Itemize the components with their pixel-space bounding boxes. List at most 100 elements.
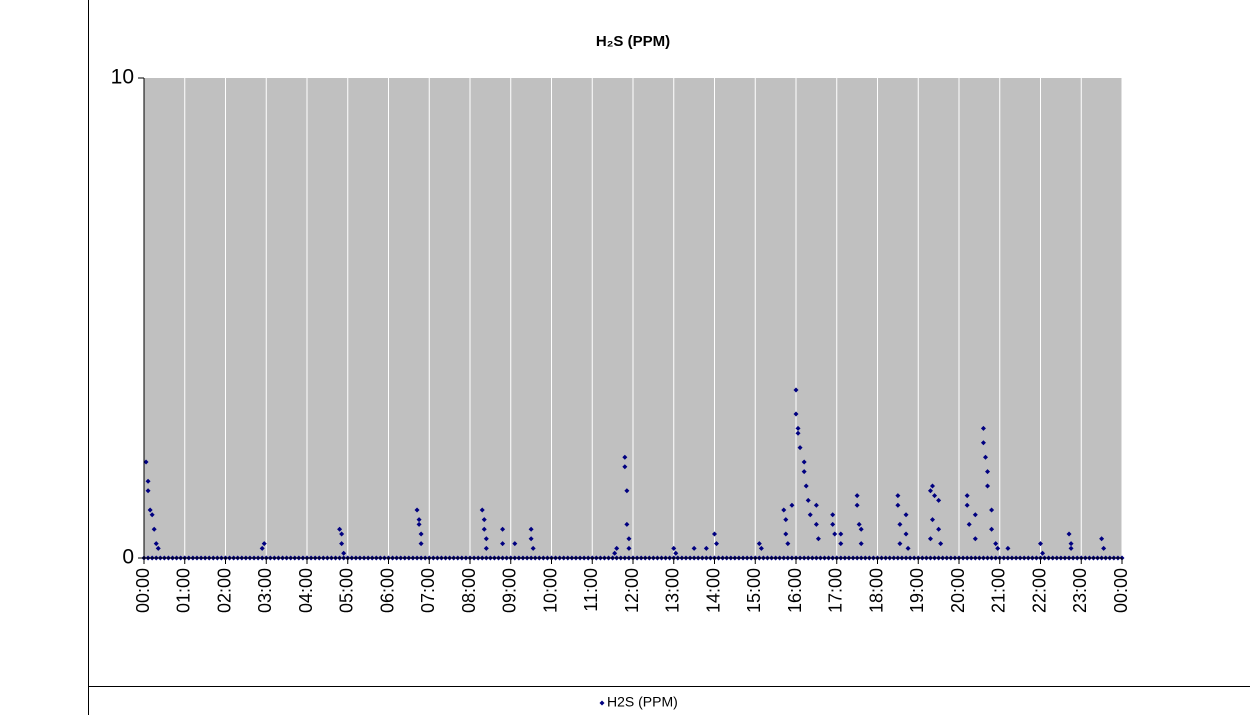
point bbox=[897, 541, 903, 547]
x-tick-label: 01:00 bbox=[174, 568, 194, 613]
point bbox=[626, 545, 632, 551]
point bbox=[858, 526, 864, 532]
point bbox=[626, 536, 632, 542]
point bbox=[1099, 536, 1105, 542]
x-tick-label: 10:00 bbox=[540, 568, 560, 613]
point bbox=[903, 512, 909, 518]
x-tick-label: 16:00 bbox=[785, 568, 805, 613]
point bbox=[622, 464, 628, 470]
point bbox=[785, 541, 791, 547]
point bbox=[985, 469, 991, 475]
point bbox=[1068, 545, 1074, 551]
point bbox=[985, 483, 991, 489]
y-tick-label: 10 bbox=[111, 66, 134, 89]
point bbox=[966, 521, 972, 527]
point bbox=[783, 517, 789, 523]
point bbox=[789, 502, 795, 508]
x-tick-label: 00:00 bbox=[133, 568, 153, 613]
point bbox=[714, 541, 720, 547]
point bbox=[614, 545, 620, 551]
grid bbox=[143, 78, 1123, 558]
point bbox=[930, 483, 936, 489]
point bbox=[416, 521, 422, 527]
point bbox=[989, 507, 995, 513]
point bbox=[781, 507, 787, 513]
point bbox=[936, 497, 942, 503]
chart-title: H₂S (PPM) bbox=[596, 33, 670, 50]
point bbox=[1040, 550, 1046, 556]
point bbox=[481, 517, 487, 523]
point bbox=[854, 502, 860, 508]
point bbox=[479, 507, 485, 513]
point bbox=[980, 425, 986, 431]
point bbox=[756, 541, 762, 547]
point bbox=[712, 531, 717, 537]
point bbox=[801, 469, 807, 475]
point bbox=[903, 531, 909, 537]
point bbox=[856, 521, 862, 527]
point bbox=[795, 425, 801, 431]
point bbox=[964, 502, 970, 508]
point bbox=[624, 521, 630, 527]
point bbox=[927, 536, 933, 542]
point bbox=[703, 545, 709, 551]
point bbox=[155, 545, 161, 551]
x-tick-label: 03:00 bbox=[255, 568, 275, 613]
point bbox=[418, 541, 424, 547]
point bbox=[145, 488, 151, 494]
point bbox=[972, 536, 978, 542]
point bbox=[815, 536, 821, 542]
x-tick-label: 19:00 bbox=[907, 568, 927, 613]
point bbox=[795, 430, 801, 436]
point bbox=[1005, 545, 1011, 551]
x-tick-label: 08:00 bbox=[459, 568, 479, 613]
x-tick-label: 23:00 bbox=[1070, 568, 1090, 613]
point bbox=[339, 541, 345, 547]
point bbox=[783, 531, 789, 537]
point bbox=[905, 545, 911, 551]
x-tick-label: 06:00 bbox=[377, 568, 397, 613]
point bbox=[830, 512, 836, 518]
legend-marker bbox=[599, 700, 605, 706]
y-tick-label: 0 bbox=[122, 546, 134, 569]
x-tick-label: 18:00 bbox=[866, 568, 886, 613]
point bbox=[838, 541, 844, 547]
point bbox=[830, 521, 836, 527]
point bbox=[989, 526, 995, 532]
point bbox=[673, 550, 679, 556]
point bbox=[793, 387, 799, 393]
point bbox=[938, 541, 944, 547]
x-tick-label: 11:00 bbox=[581, 568, 601, 612]
point bbox=[793, 411, 799, 417]
point bbox=[930, 517, 936, 523]
point bbox=[151, 526, 157, 532]
point bbox=[528, 526, 534, 532]
x-tick-label: 17:00 bbox=[826, 568, 846, 613]
x-tick-label: 14:00 bbox=[703, 568, 723, 613]
x-tick-label: 15:00 bbox=[744, 568, 764, 613]
point bbox=[416, 517, 422, 523]
legend bbox=[88, 686, 1250, 715]
point bbox=[858, 541, 864, 547]
point bbox=[980, 440, 986, 446]
point bbox=[143, 459, 149, 465]
point bbox=[481, 526, 487, 532]
x-tick-label: 22:00 bbox=[1029, 568, 1049, 613]
x-tick-label: 21:00 bbox=[989, 568, 1009, 613]
point bbox=[805, 497, 811, 503]
marks bbox=[141, 387, 1125, 561]
point bbox=[854, 493, 860, 499]
point bbox=[964, 493, 970, 499]
point bbox=[993, 541, 999, 547]
point bbox=[691, 545, 697, 551]
x-tick-label: 02:00 bbox=[214, 568, 234, 613]
point bbox=[500, 526, 506, 532]
point bbox=[897, 521, 903, 527]
x-tick-label: 04:00 bbox=[296, 568, 316, 613]
point bbox=[813, 521, 819, 527]
legend-label: H2S (PPM) bbox=[607, 694, 678, 710]
point bbox=[259, 545, 265, 551]
point bbox=[797, 445, 803, 451]
point bbox=[671, 545, 677, 551]
